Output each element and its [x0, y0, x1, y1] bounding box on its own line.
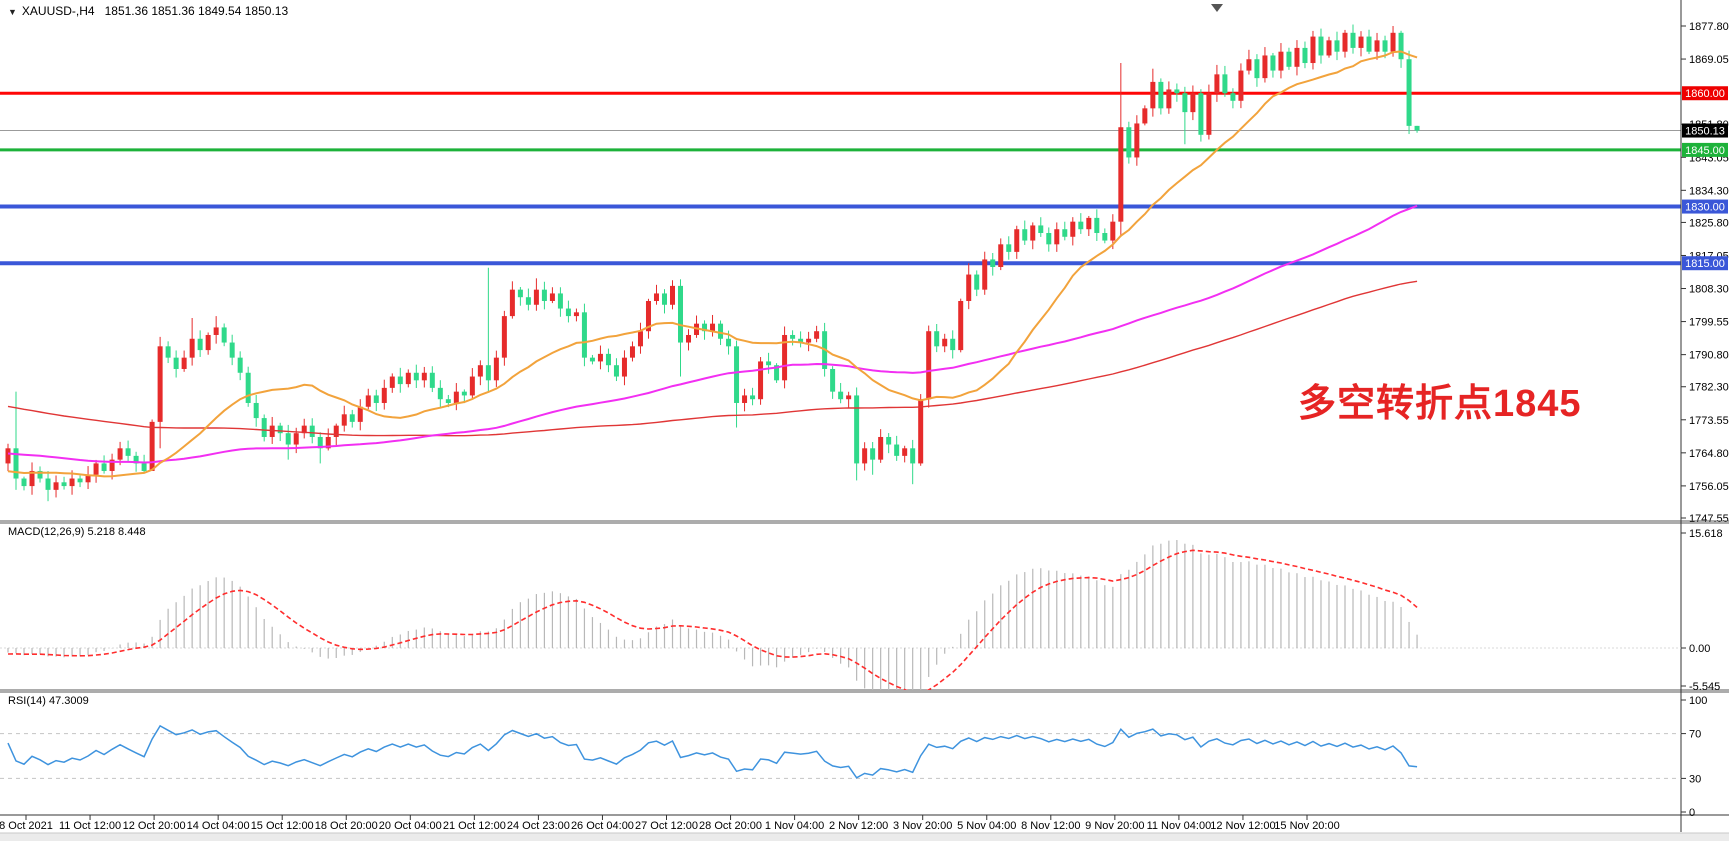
level-badge-1815.00: 1815.00 — [1685, 258, 1725, 270]
ma-fast-line — [7, 50, 1418, 478]
time-tick-label: 2 Nov 12:00 — [829, 820, 888, 832]
symbol-dropdown-icon[interactable]: ▼ — [8, 7, 17, 17]
symbol-period-label: XAUUSD-,H4 — [21, 4, 95, 18]
rsi-tick-label: 70 — [1689, 729, 1701, 741]
chart-shift-marker-icon[interactable] — [1211, 4, 1223, 12]
level-badge-1830.00: 1830.00 — [1685, 202, 1725, 214]
price-tick-label: 1825.80 — [1689, 217, 1729, 229]
time-tick-label: 14 Oct 04:00 — [187, 820, 250, 832]
price-tick-label: 1764.80 — [1689, 448, 1729, 460]
current-price-badge: 1850.13 — [1685, 126, 1725, 138]
time-tick-label: 24 Oct 23:00 — [507, 820, 570, 832]
price-tick-label: 1799.55 — [1689, 317, 1729, 329]
time-tick-label: 11 Oct 12:00 — [59, 820, 121, 832]
time-tick-label: 3 Nov 20:00 — [893, 820, 952, 832]
macd-axis-ticks: 15.618 0.00 -5.545 — [1681, 528, 1723, 693]
price-tick-label: 1773.55 — [1689, 415, 1729, 427]
ma-slow-line — [7, 280, 1418, 437]
macd-indicator-label: MACD(12,26,9) 5.218 8.448 — [8, 526, 146, 538]
rsi-tick-label: 0 — [1689, 807, 1695, 819]
time-tick-label: 21 Oct 12:00 — [443, 820, 506, 832]
time-tick-label: 20 Oct 04:00 — [379, 820, 442, 832]
time-tick-label: 18 Oct 20:00 — [315, 820, 378, 832]
price-tick-label: 1756.05 — [1689, 481, 1729, 493]
price-badges: 1860.00 1845.00 1830.00 1815.00 1850.13 — [1682, 86, 1728, 271]
time-tick-label: 9 Nov 20:00 — [1085, 820, 1144, 832]
bottom-strip — [0, 833, 1729, 841]
time-axis[interactable]: 8 Oct 2021 11 Oct 12:00 12 Oct 20:00 14 Oct… — [0, 815, 1340, 832]
rsi-tick-label: 30 — [1689, 773, 1701, 785]
rsi-plot — [0, 724, 1681, 779]
ohlc-values: 1851.36 1851.36 1849.54 1850.13 — [104, 4, 289, 18]
time-tick-label: 15 Oct 12:00 — [251, 820, 314, 832]
time-tick-label: 1 Nov 04:00 — [765, 820, 824, 832]
price-tick-label: 1834.30 — [1689, 185, 1729, 197]
candles-group — [5, 24, 1420, 502]
price-tick-label: 1808.30 — [1689, 284, 1729, 296]
level-badge-1845.00: 1845.00 — [1685, 145, 1725, 157]
rsi-line — [7, 724, 1418, 779]
ma-mid-line — [7, 204, 1418, 464]
macd-tick-label: -5.545 — [1689, 681, 1720, 693]
time-tick-label: 12 Oct 20:00 — [123, 820, 186, 832]
time-tick-label: 12 Nov 12:00 — [1210, 820, 1275, 832]
time-tick-label: 5 Nov 04:00 — [957, 820, 1016, 832]
macd-signal-line — [7, 549, 1418, 690]
rsi-axis-ticks: 100 70 30 0 — [1681, 695, 1707, 819]
time-tick-label: 27 Oct 12:00 — [635, 820, 698, 832]
time-tick-label: 8 Nov 12:00 — [1021, 820, 1080, 832]
macd-tick-label: 0.00 — [1689, 643, 1710, 655]
price-tick-label: 1877.80 — [1689, 21, 1729, 33]
price-tick-label: 1782.30 — [1689, 382, 1729, 394]
rsi-tick-label: 100 — [1689, 695, 1707, 707]
annotation-text: 多空转折点1845 — [1298, 383, 1582, 425]
level-lines — [0, 91, 1681, 266]
time-tick-label: 8 Oct 2021 — [0, 820, 53, 832]
time-tick-label: 26 Oct 04:00 — [571, 820, 634, 832]
price-tick-label: 1869.05 — [1689, 54, 1729, 66]
macd-plot — [0, 540, 1681, 690]
price-tick-label: 1747.55 — [1689, 513, 1729, 525]
time-tick-label: 28 Oct 20:00 — [699, 820, 762, 832]
level-badge-1860.00: 1860.00 — [1685, 88, 1725, 100]
price-tick-label: 1790.80 — [1689, 350, 1729, 362]
rsi-indicator-label: RSI(14) 47.3009 — [8, 695, 89, 707]
macd-tick-label: 15.618 — [1689, 528, 1723, 540]
time-tick-label: 15 Nov 20:00 — [1274, 820, 1339, 832]
time-tick-label: 11 Nov 04:00 — [1147, 820, 1212, 832]
chart-title: ▼ XAUUSD-,H4 1851.36 1851.36 1849.54 1850.… — [8, 4, 288, 18]
